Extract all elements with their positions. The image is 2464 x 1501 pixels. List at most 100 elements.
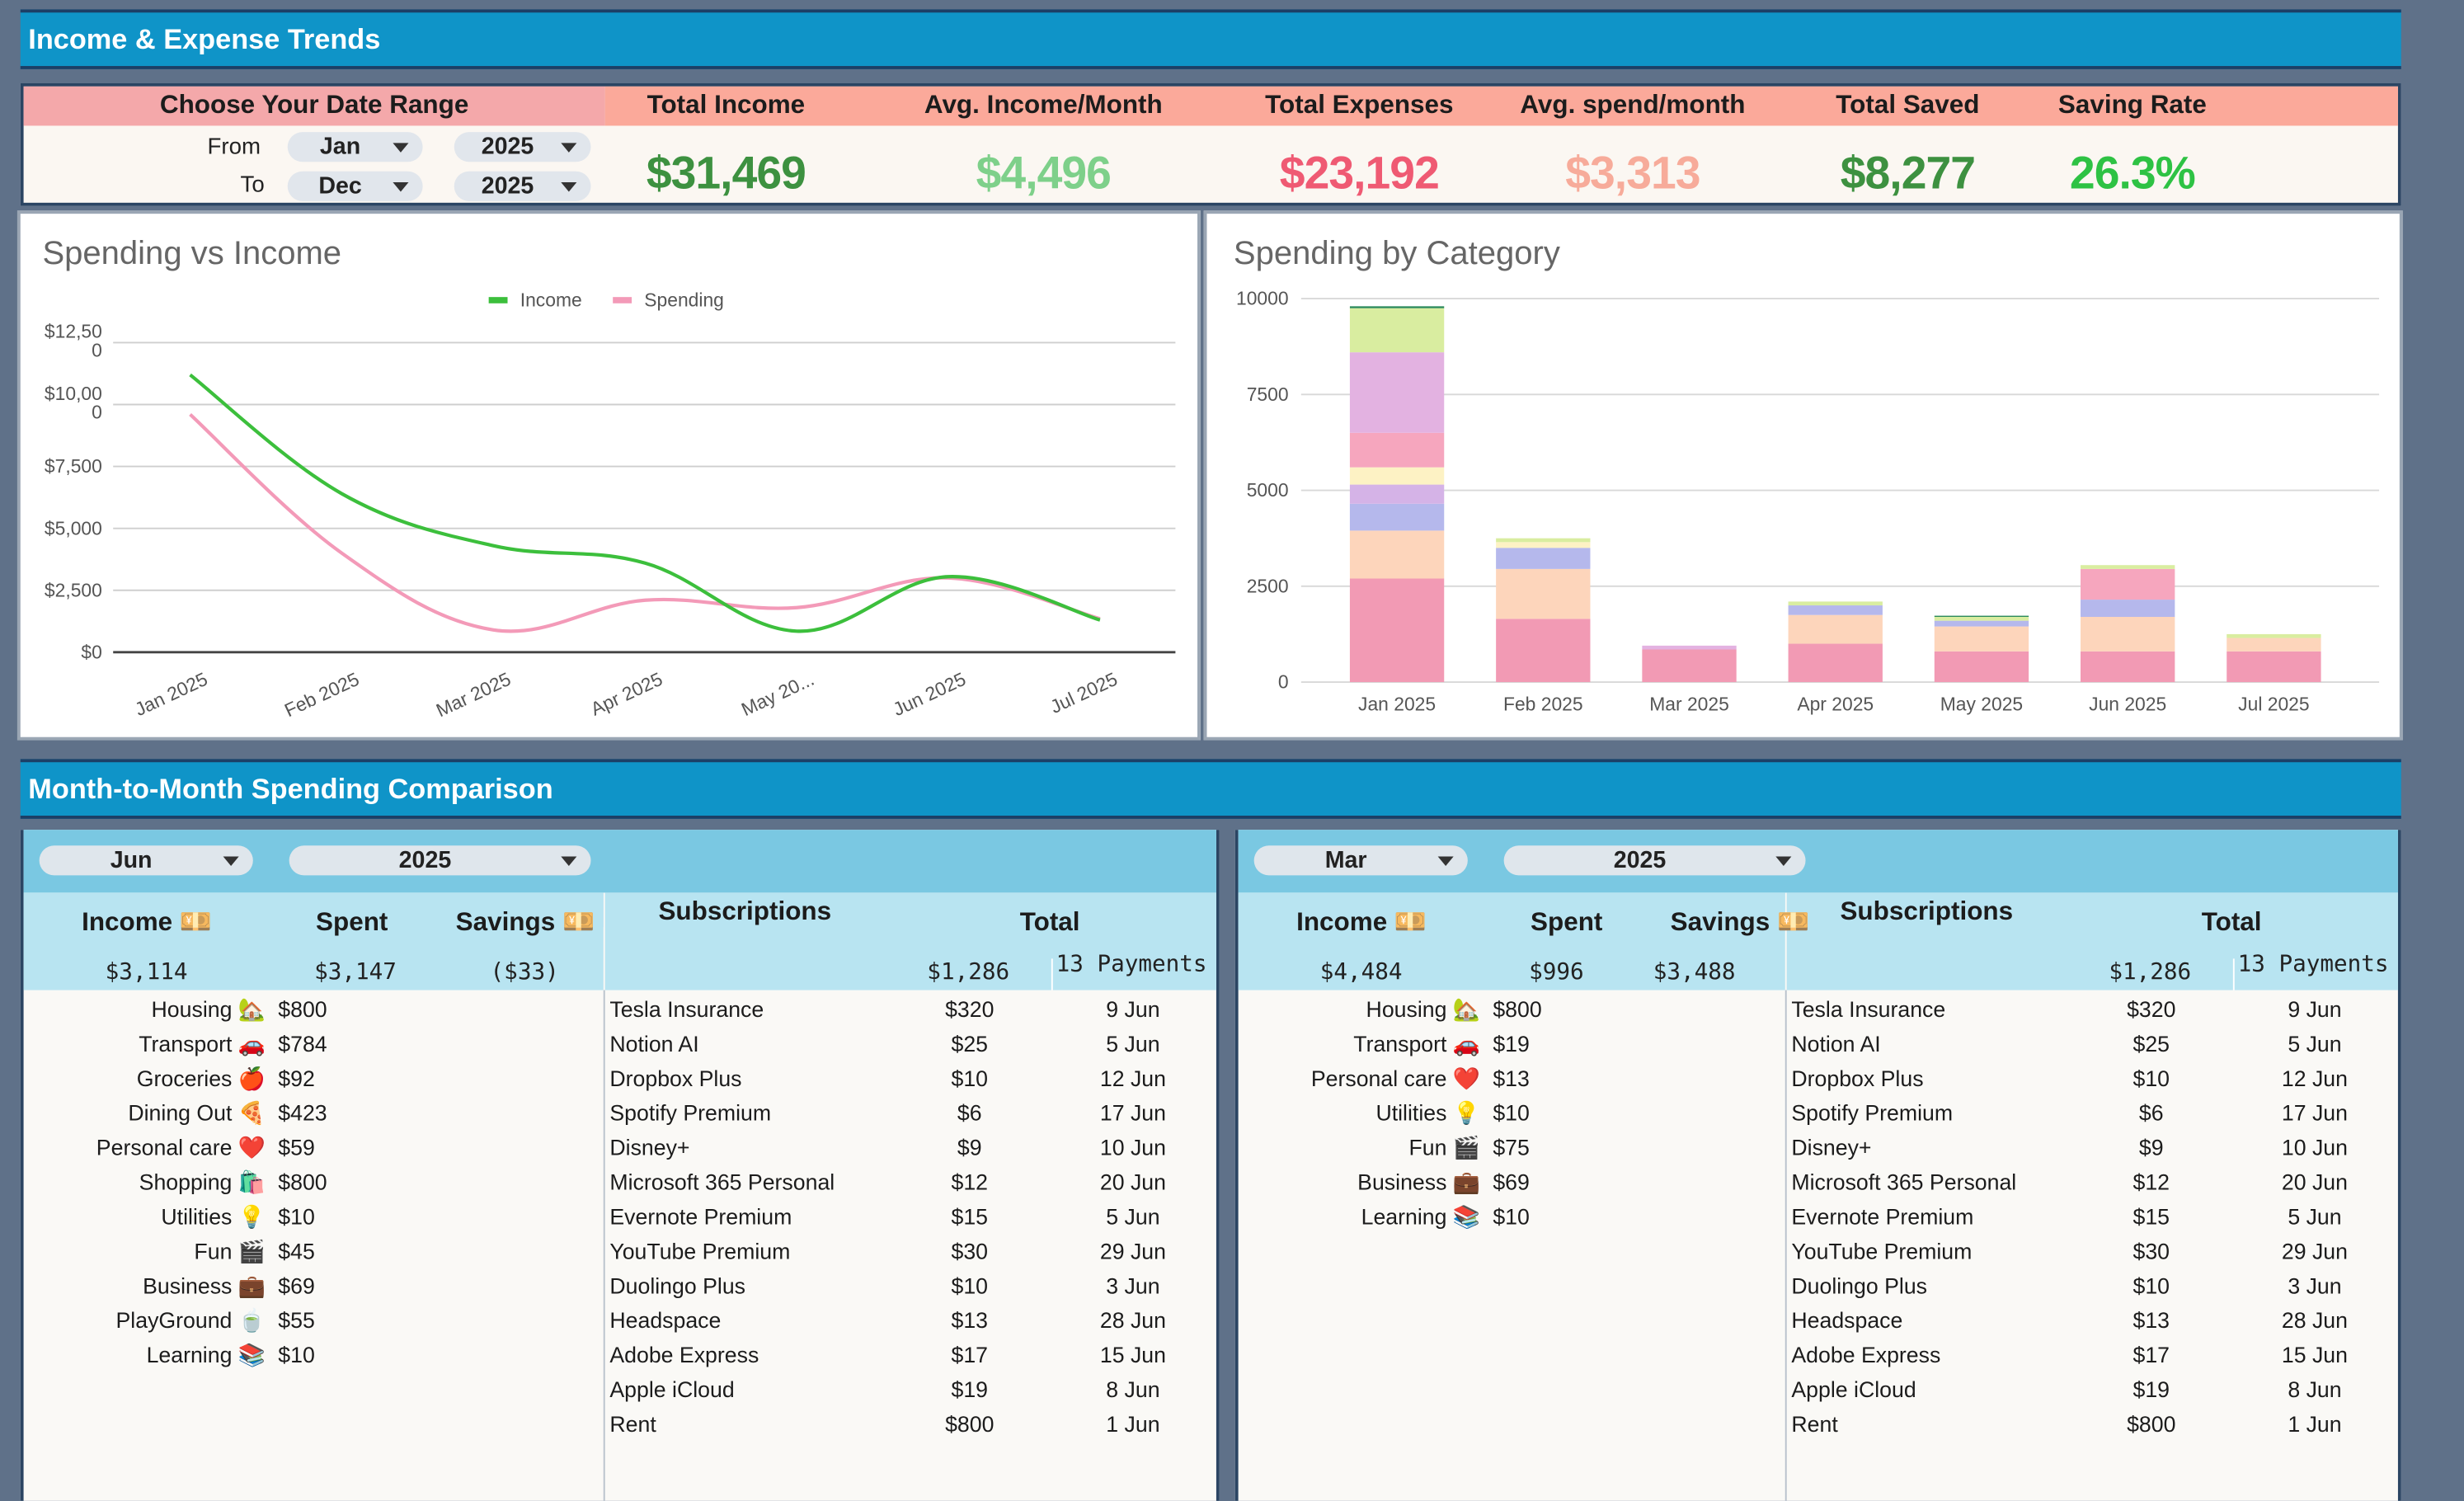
subscription-name: Dropbox Plus: [609, 1065, 742, 1091]
bar-segment-shopping: [2081, 568, 2175, 600]
compare-year-select[interactable]: 2025: [1503, 845, 1806, 876]
x-tick-label: Mar 2025: [1649, 693, 1729, 714]
from-month-select[interactable]: Jan: [287, 132, 423, 162]
subscription-amount: $19: [951, 1376, 988, 1402]
x-tick-label: Apr 2025: [1797, 693, 1874, 714]
compare-month-select[interactable]: Mar: [1253, 845, 1468, 876]
metric-label: Total Saved: [1836, 91, 1980, 120]
legend-label: Spending: [644, 289, 724, 311]
savings-value: ($33): [490, 960, 559, 986]
subscription-amount: $30: [951, 1238, 988, 1264]
bar-segment-housing: [2081, 651, 2175, 683]
subscription-date: 29 Jun: [1099, 1238, 1166, 1264]
from-year-select[interactable]: 2025: [454, 132, 591, 162]
savings-value: $3,488: [1653, 960, 1736, 986]
payments-count: 13 Payments: [2237, 952, 2389, 978]
compare-year-value: 2025: [1613, 847, 1667, 874]
bar-segment-groceries: [1496, 548, 1591, 569]
subscription-name: YouTube Premium: [1791, 1238, 1973, 1264]
subscription-name: Apple iCloud: [1791, 1376, 1916, 1402]
x-tick-label: Feb 2025: [281, 668, 363, 721]
from-year-value: 2025: [481, 133, 534, 161]
subscriptions-total-value: $1,286: [2109, 960, 2192, 986]
legend-swatch: [613, 297, 632, 303]
category-amount: $19: [1493, 1031, 1530, 1056]
category-amount: $10: [1493, 1099, 1530, 1126]
y-tick-label: 5000: [1247, 479, 1289, 501]
subscription-name: Headspace: [609, 1307, 722, 1333]
category-amount: $13: [1493, 1065, 1530, 1091]
chevron-down-icon: [561, 855, 577, 866]
bar-segment-groceries: [1349, 503, 1445, 531]
y-tick-label: 0: [1278, 671, 1289, 693]
subscription-name: Spotify Premium: [609, 1099, 772, 1126]
bar-segment-business: [1496, 538, 1591, 543]
metric-value: $23,192: [1279, 149, 1440, 200]
spent-value: $3,147: [314, 960, 397, 986]
y-tick-label-cont: 0: [92, 402, 102, 423]
x-tick-label: Jun 2025: [890, 668, 969, 720]
bar-chart-title: Spending by Category: [1233, 235, 1560, 272]
summary-panel: Choose Your Date Range Total Income Avg. …: [20, 82, 2401, 206]
bar-segment-housing: [1788, 643, 1883, 683]
metric-value: $3,313: [1565, 149, 1700, 200]
subscription-amount: $15: [951, 1203, 988, 1230]
subscription-date: 5 Jun: [1106, 1203, 1160, 1230]
category-amount: $800: [1493, 996, 1542, 1022]
metric-label: Avg. spend/month: [1520, 91, 1746, 120]
category-label: Housing 🏡: [151, 996, 266, 1022]
subscription-name: Rent: [609, 1411, 656, 1437]
line-chart-title: Spending vs Income: [42, 235, 342, 272]
category-amount: $92: [278, 1065, 315, 1091]
metric-value: $31,469: [646, 149, 806, 200]
x-tick-label: Jul 2025: [1047, 668, 1121, 718]
category-label: Housing 🏡: [1366, 996, 1481, 1022]
subscriptions-heading: Subscriptions: [1840, 897, 2014, 926]
x-tick-label: May 20...: [738, 668, 817, 720]
subscription-header-block: [604, 892, 1216, 990]
metric-value: $8,277: [1840, 149, 1976, 200]
bar-segment-transport: [2227, 638, 2321, 652]
category-label: Utilities 💡: [161, 1203, 266, 1230]
subscription-date: 20 Jun: [2281, 1169, 2348, 1195]
category-label: PlayGround 🍵: [115, 1307, 266, 1333]
category-amount: $10: [1493, 1203, 1530, 1230]
subscription-amount: $10: [2132, 1273, 2170, 1299]
category-label: Transport 🚗: [1353, 1031, 1481, 1056]
category-label: Shopping 🛍️: [139, 1169, 266, 1195]
subscription-date: 1 Jun: [1106, 1411, 1160, 1437]
to-year-select[interactable]: 2025: [454, 171, 591, 201]
compare-month-select[interactable]: Jun: [39, 845, 253, 876]
subscription-date: 28 Jun: [2281, 1307, 2348, 1333]
subscription-date: 12 Jun: [2281, 1065, 2348, 1091]
bar-segment-housing: [1934, 651, 2029, 683]
subscription-name: Tesla Insurance: [1791, 996, 1946, 1022]
subscription-date: 5 Jun: [2288, 1203, 2342, 1230]
subscription-date: 29 Jun: [2281, 1238, 2348, 1264]
spent-value: $996: [1529, 960, 1584, 986]
from-month-value: Jan: [319, 133, 361, 161]
y-tick-label: $12,50: [45, 321, 102, 342]
subscription-amount: $800: [2127, 1411, 2176, 1437]
bar-segment-housing: [2227, 651, 2321, 683]
category-amount: $10: [278, 1342, 315, 1367]
subscription-name: Adobe Express: [609, 1342, 759, 1367]
compare-year-select[interactable]: 2025: [289, 845, 591, 876]
bar-segment-groceries: [2081, 600, 2175, 617]
category-label: Fun 🎬: [194, 1238, 266, 1264]
bar-segment-business: [2227, 633, 2321, 638]
to-year-value: 2025: [481, 172, 534, 200]
income-value: $3,114: [105, 960, 188, 986]
bar-segment-business: [1934, 616, 2029, 621]
bar-segment-learning: [1934, 615, 2029, 617]
bar-segment-transport: [1934, 626, 2029, 652]
savings-heading: Savings 💴: [455, 908, 595, 937]
bar-segment-housing: [1496, 619, 1591, 683]
subscription-name: Disney+: [1791, 1134, 1872, 1160]
y-tick-label: 2500: [1247, 575, 1289, 596]
subscription-date: 15 Jun: [2281, 1342, 2348, 1367]
payments-divider: [1051, 958, 1053, 990]
chevron-down-icon: [393, 181, 409, 191]
to-month-select[interactable]: Dec: [287, 171, 423, 201]
x-tick-label: May 2025: [1940, 693, 2023, 714]
